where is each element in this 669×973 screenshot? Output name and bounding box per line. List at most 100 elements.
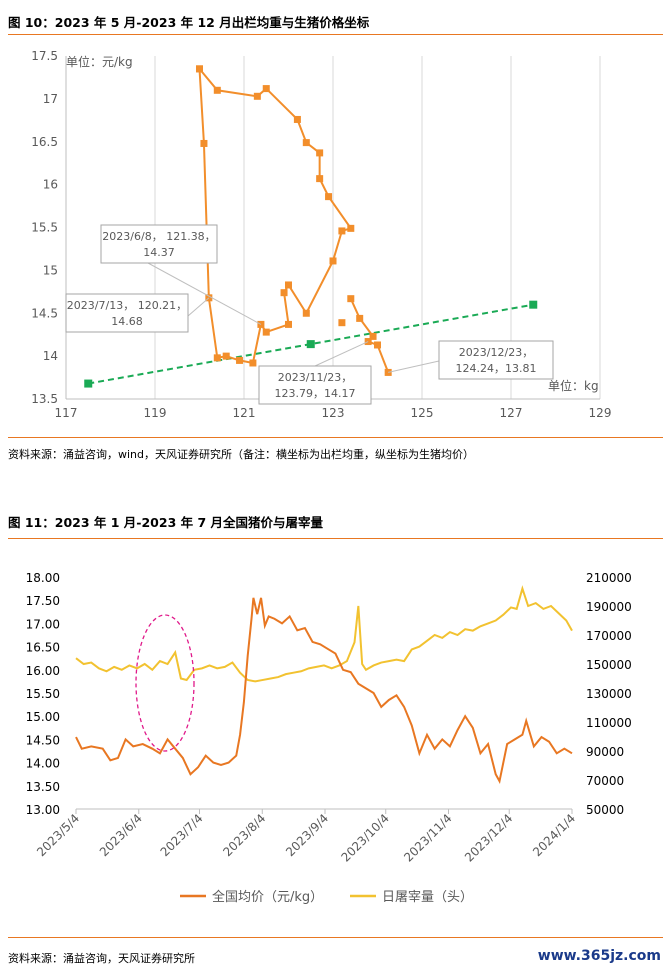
legend-price-label: 全国均价（元/kg） bbox=[212, 889, 323, 905]
data-point bbox=[249, 359, 257, 367]
callout-text: 14.37 bbox=[143, 246, 175, 259]
y-tick-label: 15.5 bbox=[31, 221, 58, 235]
data-point bbox=[316, 175, 324, 183]
data-point bbox=[285, 281, 292, 289]
y-tick-label: 17.5 bbox=[31, 49, 58, 63]
right-y-tick-label: 150000 bbox=[586, 658, 632, 672]
x-tick-label: 2023/10/4 bbox=[338, 811, 391, 864]
site-watermark: www.365jz.com bbox=[537, 948, 661, 964]
callout-text: 124.24，13.81 bbox=[456, 362, 537, 375]
right-y-tick-label: 130000 bbox=[586, 687, 632, 701]
figure10-title: 图 10：2023 年 5 月-2023 年 12 月出栏均重与生猪价格坐标 bbox=[8, 15, 370, 30]
y-tick-label: 14.5 bbox=[31, 306, 58, 320]
left-y-tick-label: 15.00 bbox=[26, 710, 60, 724]
figure11-title: 图 11：2023 年 1 月-2023 年 7 月全国猪价与屠宰量 bbox=[8, 515, 324, 530]
y-axis-unit-label: 单位：元/kg bbox=[66, 54, 133, 69]
data-point bbox=[329, 257, 337, 265]
right-y-tick-label: 210000 bbox=[586, 571, 632, 585]
callout-leader bbox=[147, 262, 262, 325]
right-y-tick-label: 50000 bbox=[586, 803, 624, 817]
callout-leader bbox=[187, 297, 210, 317]
left-y-tick-label: 18.00 bbox=[26, 571, 60, 585]
data-point bbox=[222, 352, 230, 360]
x-tick-label: 2023/12/4 bbox=[462, 811, 515, 864]
figure10-title-rule bbox=[8, 34, 663, 35]
figure10-bottom-rule bbox=[8, 437, 663, 438]
slaughter-series-line bbox=[75, 585, 573, 683]
highlight-ellipse bbox=[135, 614, 195, 752]
callout-text: 2023/6/8， 121.38， bbox=[102, 230, 215, 243]
figure11-title-rule bbox=[8, 538, 663, 539]
figure11-bottom-rule bbox=[8, 937, 663, 938]
x-tick-label: 121 bbox=[233, 406, 256, 420]
data-point bbox=[338, 227, 346, 235]
left-y-tick-label: 16.50 bbox=[26, 641, 60, 655]
y-tick-label: 16.5 bbox=[31, 135, 58, 149]
callout-leader bbox=[388, 360, 440, 373]
data-point bbox=[369, 332, 377, 340]
data-point bbox=[374, 341, 381, 349]
right-y-tick-label: 190000 bbox=[586, 600, 632, 614]
trend-marker bbox=[529, 300, 538, 309]
x-tick-label: 127 bbox=[500, 406, 523, 420]
data-point bbox=[196, 65, 203, 73]
y-tick-label: 14 bbox=[43, 349, 58, 363]
callout-text: 2023/12/23， bbox=[459, 346, 533, 359]
x-tick-label: 2023/9/4 bbox=[283, 811, 331, 859]
data-point bbox=[356, 314, 364, 322]
weight-price-scatter-chart: 13.5 14 14.5 15 15.5 16 16.5 17 17.5 117 119 121 123… bbox=[31, 49, 612, 420]
x-tick-label: 2023/5/4 bbox=[34, 811, 82, 859]
callout-box bbox=[100, 224, 218, 264]
price-slaughter-line-chart: 13.00 13.50 14.00 14.50 15.00 15.50 16.00 16.50… bbox=[26, 571, 632, 905]
x-tick-label: 125 bbox=[411, 406, 434, 420]
callout-text: 2023/11/23， bbox=[278, 371, 352, 384]
left-y-tick-label: 13.50 bbox=[26, 780, 60, 794]
callout-box bbox=[65, 293, 189, 333]
left-y-tick-label: 17.00 bbox=[26, 617, 60, 631]
x-tick-label: 2023/6/4 bbox=[97, 811, 145, 859]
right-y-tick-label: 70000 bbox=[586, 774, 624, 788]
left-y-tick-label: 16.00 bbox=[26, 664, 60, 678]
data-point bbox=[236, 356, 244, 364]
data-point bbox=[262, 328, 270, 336]
data-point bbox=[285, 320, 292, 328]
data-point bbox=[293, 115, 301, 123]
data-point bbox=[262, 85, 270, 93]
callout-text: 2023/7/13， 120.21， bbox=[67, 299, 187, 312]
left-y-tick-label: 13.00 bbox=[26, 803, 60, 817]
x-tick-label: 129 bbox=[589, 406, 612, 420]
y-tick-label: 13.5 bbox=[31, 392, 58, 406]
data-point bbox=[302, 309, 310, 317]
callout-box bbox=[258, 365, 372, 405]
x-tick-label: 2023/8/4 bbox=[220, 811, 268, 859]
data-point bbox=[302, 139, 310, 147]
trend-marker bbox=[306, 340, 315, 349]
legend-slaughter-label: 日屠宰量（头） bbox=[382, 889, 473, 905]
x-axis-unit-label: 单位：kg bbox=[548, 378, 599, 393]
data-point bbox=[316, 149, 324, 157]
left-y-tick-label: 14.50 bbox=[26, 733, 60, 747]
data-point bbox=[347, 224, 355, 232]
callout-leader bbox=[314, 341, 369, 367]
data-point bbox=[213, 86, 221, 94]
right-y-tick-label: 170000 bbox=[586, 629, 632, 643]
callout-box bbox=[438, 340, 554, 380]
x-tick-label: 117 bbox=[55, 406, 78, 420]
trend-marker bbox=[84, 379, 93, 388]
series-path bbox=[198, 68, 353, 365]
data-point bbox=[213, 354, 221, 362]
figure10-source: 资料来源：涌益咨询，wind，天风证券研究所（备注：横坐标为出栏均重，纵坐标为生… bbox=[8, 448, 475, 461]
left-y-tick-label: 14.00 bbox=[26, 757, 60, 771]
x-tick-label: 2023/7/4 bbox=[158, 811, 206, 859]
y-tick-label: 17 bbox=[43, 92, 58, 106]
x-tick-label: 119 bbox=[144, 406, 167, 420]
left-y-tick-label: 17.50 bbox=[26, 594, 60, 608]
y-tick-label: 16 bbox=[43, 178, 58, 192]
left-y-tick-label: 15.50 bbox=[26, 687, 60, 701]
y-tick-label: 15 bbox=[43, 263, 58, 277]
callout-text: 14.68 bbox=[111, 315, 143, 328]
data-point bbox=[338, 319, 346, 327]
price-series-line bbox=[75, 597, 573, 785]
data-point bbox=[347, 295, 355, 303]
data-point bbox=[200, 139, 208, 147]
